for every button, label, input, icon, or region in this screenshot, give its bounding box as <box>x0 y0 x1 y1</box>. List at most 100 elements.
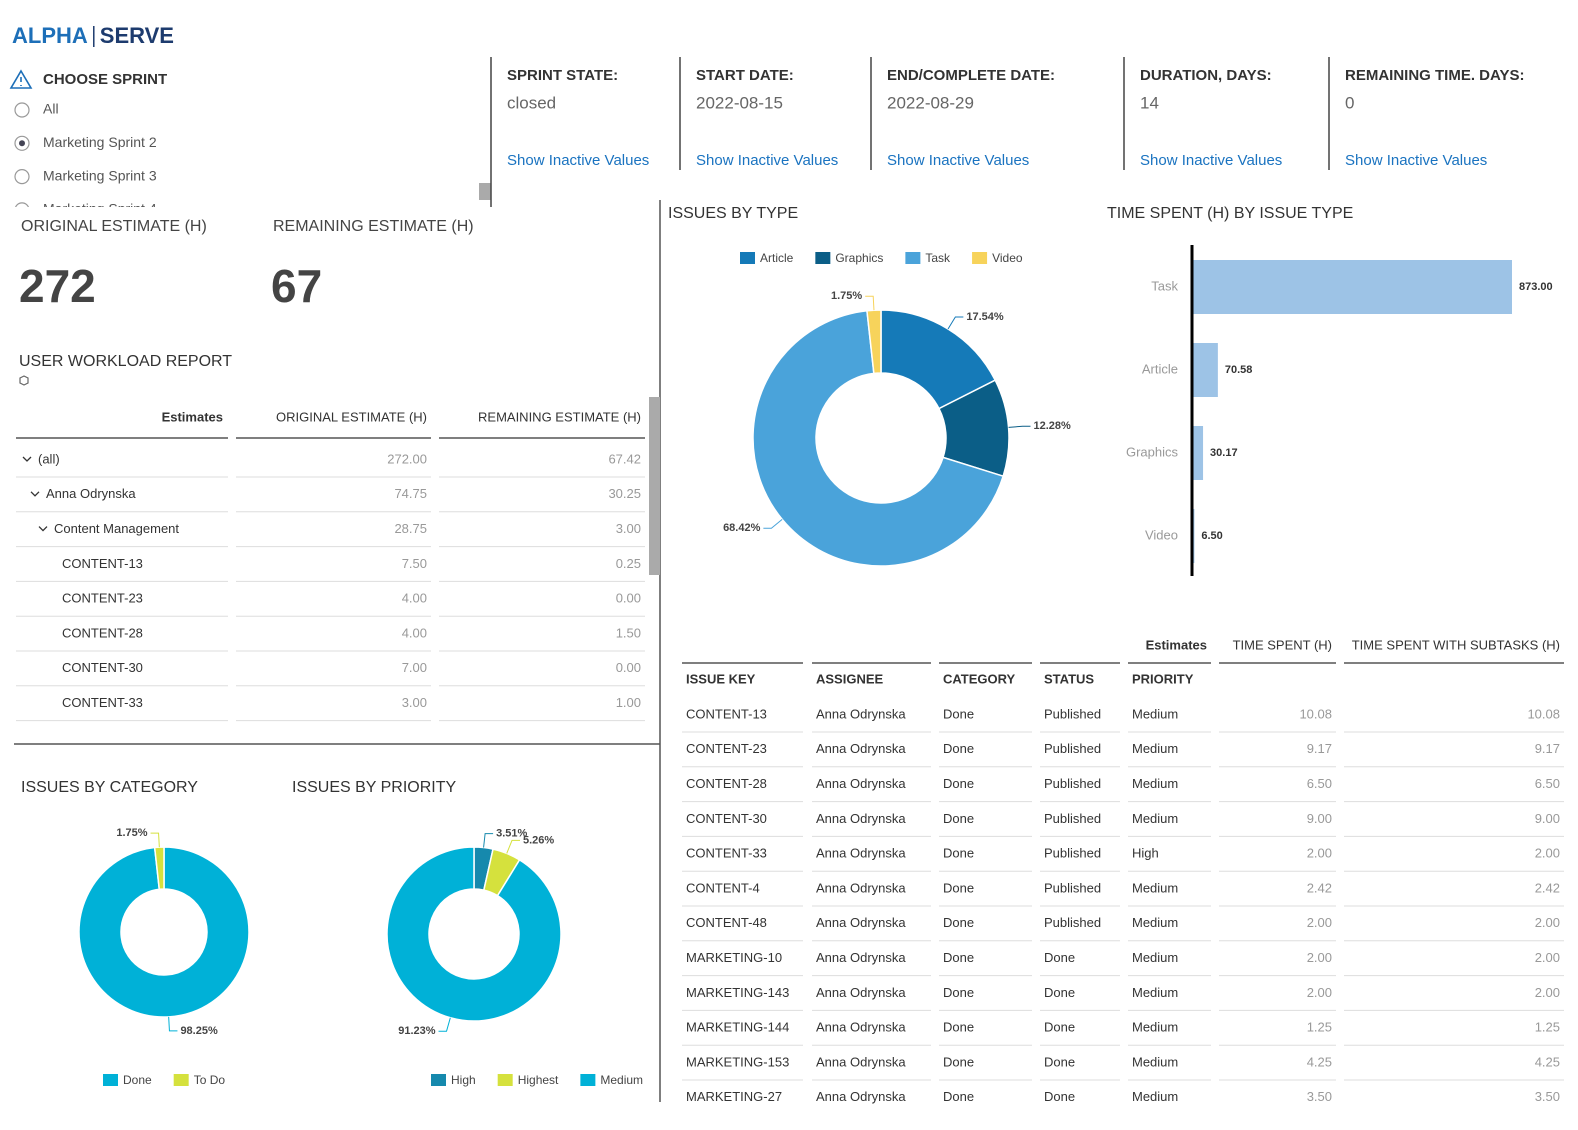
cell: 2.00 <box>1307 915 1332 930</box>
category-label: Graphics <box>1126 444 1179 459</box>
info-value: 2022-08-15 <box>696 93 783 112</box>
slice <box>752 309 1005 567</box>
radio[interactable] <box>14 202 30 217</box>
cell: MARKETING-10 <box>686 950 782 965</box>
legend-label: High <box>451 1073 476 1087</box>
cell: Done <box>943 811 974 826</box>
cell: Medium <box>1132 915 1178 930</box>
legend-swatch <box>905 252 921 264</box>
cell: 7.50 <box>402 556 427 571</box>
link[interactable]: Show Inactive Values <box>1140 152 1282 169</box>
radio[interactable] <box>14 102 30 118</box>
cell: 0.00 <box>616 591 641 606</box>
table-header: PRIORITY <box>1132 671 1194 686</box>
logo: SERVE <box>100 23 174 48</box>
cell: Published <box>1044 880 1101 895</box>
slice <box>78 846 250 1018</box>
table-header: REMAINING ESTIMATE (H) <box>478 409 641 424</box>
slice <box>866 309 882 375</box>
cell: 9.17 <box>1535 741 1560 756</box>
cell: Published <box>1044 776 1101 791</box>
table-header: TIME SPENT (H) <box>1233 637 1332 652</box>
cell: 3.50 <box>1535 1089 1560 1104</box>
leader-line <box>865 295 875 311</box>
data-label: 1.75% <box>116 827 147 839</box>
cell: Done <box>1044 1089 1075 1104</box>
info-label: START DATE: <box>696 67 794 84</box>
legend-label: Video <box>992 251 1023 265</box>
link[interactable]: Show Inactive Values <box>507 152 649 169</box>
cell: Done <box>943 880 974 895</box>
chart-title: TIME SPENT (H) BY ISSUE TYPE <box>1107 205 1353 222</box>
chart-title: ISSUES BY CATEGORY <box>21 779 198 796</box>
cell: Done <box>943 950 974 965</box>
leader-line <box>506 839 521 854</box>
cell: 10.08 <box>1299 706 1332 721</box>
leader-line <box>483 833 494 848</box>
legend-label: Done <box>123 1073 152 1087</box>
link[interactable]: Show Inactive Values <box>887 152 1029 169</box>
cell: 2.42 <box>1535 880 1560 895</box>
logo: ALPHA <box>12 23 88 48</box>
data-label: 5.26% <box>523 834 554 846</box>
cell: CONTENT-48 <box>686 915 767 930</box>
chevron[interactable] <box>22 456 32 462</box>
filter-option[interactable]: All <box>43 101 59 117</box>
filter-option[interactable]: Marketing Sprint 4 <box>43 201 157 217</box>
leader-line <box>438 1017 451 1032</box>
cell: CONTENT-30 <box>686 811 767 826</box>
filter-option[interactable]: Marketing Sprint 3 <box>43 167 157 183</box>
cell: Medium <box>1132 1054 1178 1069</box>
chevron[interactable] <box>30 491 40 497</box>
radio[interactable] <box>14 169 30 185</box>
table-header: ISSUE KEY <box>686 671 756 686</box>
cell: Medium <box>1132 776 1178 791</box>
cell: Done <box>943 985 974 1000</box>
cell: Done <box>1044 950 1075 965</box>
cell: 272.00 <box>387 451 427 466</box>
cell: Anna Odrynska <box>816 776 906 791</box>
data-label: 873.00 <box>1519 281 1553 293</box>
row-label: Anna Odrynska <box>46 486 136 501</box>
info-value: 14 <box>1140 93 1159 112</box>
table-header: Estimates <box>1146 637 1207 652</box>
cell: 1.50 <box>616 625 641 640</box>
cell: 28.75 <box>394 521 427 536</box>
row-label: Content Management <box>54 521 179 536</box>
slice <box>386 846 562 1022</box>
cell: Published <box>1044 741 1101 756</box>
legend-swatch <box>497 1074 513 1086</box>
legend-label: Article <box>760 251 794 265</box>
cell: MARKETING-144 <box>686 1020 789 1035</box>
slice <box>153 846 165 891</box>
radio-dot <box>19 140 25 147</box>
cell: 3.00 <box>402 695 427 710</box>
cell: Anna Odrynska <box>816 706 906 721</box>
cell: Medium <box>1132 985 1178 1000</box>
cell: 0.25 <box>616 556 641 571</box>
data-label: 98.25% <box>180 1025 218 1037</box>
kpi-value: 67 <box>271 260 322 312</box>
data-label: 17.54% <box>966 311 1004 323</box>
cell: 2.00 <box>1307 846 1332 861</box>
filter-option[interactable]: Marketing Sprint 2 <box>43 134 157 150</box>
cell: Anna Odrynska <box>816 950 906 965</box>
link[interactable]: Show Inactive Values <box>696 152 838 169</box>
legend-label: Medium <box>600 1073 643 1087</box>
legend-swatch <box>972 252 988 264</box>
cell: 7.00 <box>402 660 427 675</box>
cell: 3.50 <box>1307 1089 1332 1104</box>
filter-title: CHOOSE SPRINT <box>43 71 167 88</box>
cell: 3.00 <box>616 521 641 536</box>
cell: Anna Odrynska <box>816 1089 906 1104</box>
link[interactable]: Show Inactive Values <box>1345 152 1487 169</box>
chevron[interactable] <box>38 526 48 532</box>
table-header: STATUS <box>1044 671 1094 686</box>
data-label: 30.17 <box>1210 447 1238 459</box>
legend-label: To Do <box>194 1073 226 1087</box>
table-header: ORIGINAL ESTIMATE (H) <box>276 409 427 424</box>
cell: Medium <box>1132 1089 1178 1104</box>
cell: Anna Odrynska <box>816 985 906 1000</box>
cell: 9.17 <box>1307 741 1332 756</box>
